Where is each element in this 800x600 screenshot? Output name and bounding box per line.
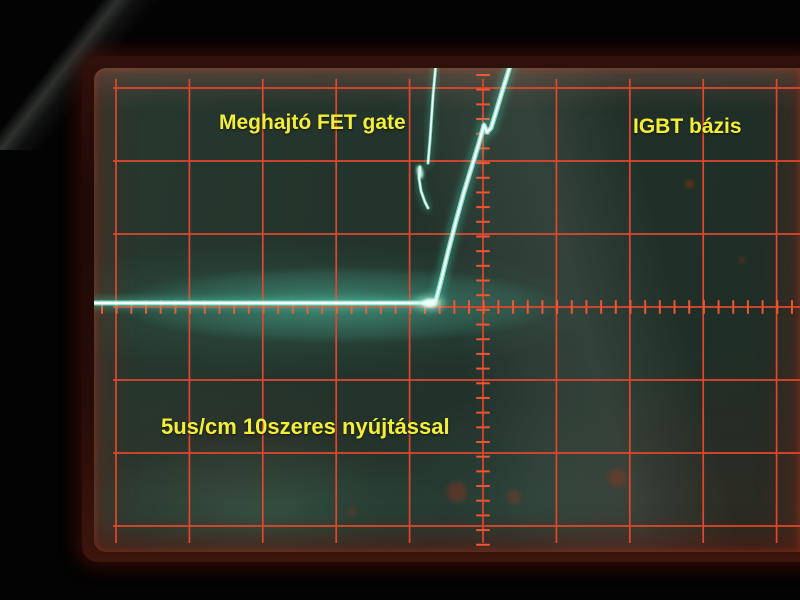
annotation-fet-gate: Meghajtó FET gate <box>219 111 406 134</box>
annotation-igbt-base: IGBT bázis <box>633 115 742 138</box>
crt-screen <box>94 68 800 552</box>
annotation-timebase: 5us/cm 10szeres nyújtással <box>161 414 450 439</box>
